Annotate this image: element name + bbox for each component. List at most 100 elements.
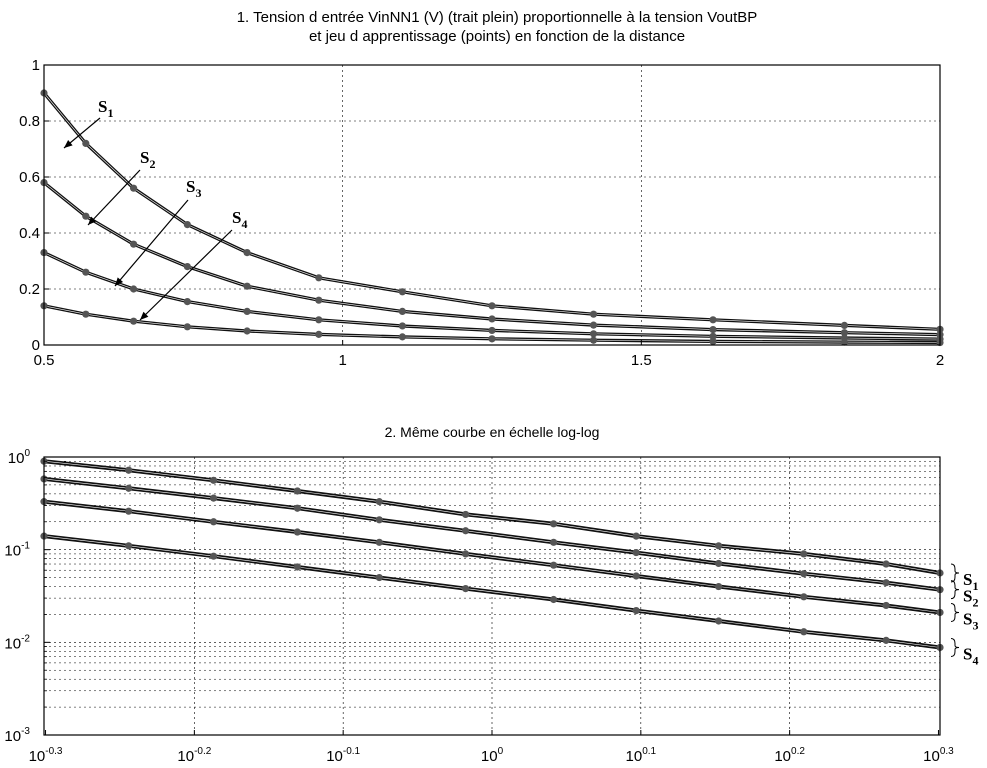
chart2-data-point — [125, 507, 133, 515]
chart1-data-point — [840, 338, 849, 346]
chart1-y-tick-label: 0.8 — [19, 113, 40, 130]
chart1-series — [40, 89, 944, 347]
chart2-data-point — [550, 520, 558, 528]
chart2-data-point — [715, 617, 723, 625]
chart1-data-point — [130, 184, 138, 192]
chart1-data-point — [130, 285, 138, 293]
chart2-series-line-highlight — [43, 501, 941, 613]
chart2-label-brace — [950, 602, 960, 622]
chart2-data-point — [550, 561, 558, 569]
chart1-y-tick-label: 0.6 — [19, 169, 40, 186]
chart1-grid — [44, 65, 940, 345]
chart1-data-point — [82, 212, 90, 220]
chart2-data-point — [632, 607, 640, 615]
chart1-series-line-highlight — [43, 252, 941, 340]
chart2-data-point — [375, 498, 383, 506]
chart2-data-point — [209, 476, 218, 484]
chart2-title: 2. Même courbe en échelle log-log — [385, 424, 600, 440]
chart2-data-point — [632, 572, 640, 580]
chart2-y-tick-label: 10-1 — [4, 541, 30, 560]
chart2-data-point — [209, 494, 218, 502]
chart1-data-point — [840, 329, 849, 337]
chart2-curve-label: S2 — [963, 587, 978, 610]
chart2-data-point — [882, 636, 890, 644]
chart2-data-point — [375, 573, 383, 582]
chart1-data-point — [315, 330, 323, 338]
chart1-data-point — [488, 302, 496, 310]
chart2-data-point — [632, 548, 640, 557]
chart1-y-tick-label: 0 — [32, 337, 40, 354]
chart1-ticks: 0.5 1 1.5 2 0 0.2 0.4 0.6 0.8 1 — [19, 57, 944, 369]
chart1-y-tick-label: 1 — [32, 57, 40, 74]
chart2-data-point — [715, 559, 723, 568]
chart1-x-tick-label: 1 — [338, 352, 346, 369]
chart2-data-point — [800, 593, 808, 601]
chart2-data-point — [800, 628, 808, 636]
chart2-data-point — [375, 538, 383, 546]
chart2-data-point — [462, 527, 470, 535]
chart1-label-arrowhead — [88, 216, 97, 225]
chart2-x-tick-label: 100.2 — [774, 746, 805, 765]
chart1-data-point — [243, 249, 251, 257]
chart1-title-line2: et jeu d apprentissage (points) en fonct… — [309, 28, 685, 45]
chart1-curve-label: S4 — [232, 208, 247, 231]
chart2-data-point — [715, 582, 723, 591]
chart2-x-tick-label: 100.1 — [626, 746, 657, 765]
chart1-data-point — [398, 322, 406, 330]
chart2-data-point — [550, 595, 558, 604]
chart1-x-tick-label: 0.5 — [34, 352, 55, 369]
chart1-curve-label: S3 — [186, 177, 201, 200]
chart2-data-point — [882, 601, 890, 610]
chart1-panel: 0.5 1 1.5 2 0 0.2 0.4 0.6 0.8 1 S1 S2 S3 S4 — [19, 57, 944, 369]
chart2-label-brace — [950, 580, 960, 600]
chart1-data-point — [398, 307, 406, 315]
chart2-data-point — [125, 466, 133, 474]
chart1-data-point — [243, 327, 251, 335]
chart2-x-tick-label: 100.3 — [923, 746, 954, 765]
chart1-axes-box — [43, 64, 941, 346]
chart1-data-point — [183, 221, 191, 229]
chart2-data-point — [125, 484, 133, 492]
chart2-x-tick-label: 10-0.2 — [177, 746, 211, 765]
chart1-curve-labels: S1 S2 S3 S4 — [63, 97, 247, 321]
chart1-data-point — [130, 317, 138, 325]
chart2-y-tick-label: 100 — [8, 448, 31, 467]
chart1-data-point — [488, 326, 496, 335]
chart2-ticks: 10-3 10-2 10-1 100 10-0.3 10-0.2 10-0.1 100 100.… — [4, 448, 954, 765]
chart1-label-arrowhead — [140, 311, 149, 320]
chart1-data-point — [709, 316, 717, 324]
chart2-y-tick-label: 10-3 — [4, 726, 30, 745]
chart2-series-line-highlight — [43, 478, 941, 590]
chart1-data-point — [243, 282, 251, 290]
chart1-series-line-s2 — [42, 181, 941, 337]
chart2-data-point — [293, 504, 301, 512]
chart2-panel: 10-3 10-2 10-1 100 10-0.3 10-0.2 10-0.1 100 100.… — [4, 448, 978, 765]
chart1-series-line-highlight — [43, 182, 941, 335]
chart2-data-point — [882, 560, 890, 568]
chart2-series-line-highlight — [43, 535, 941, 648]
chart2-data-point — [462, 585, 470, 593]
chart2-data-point — [715, 542, 723, 550]
chart2-data-point — [293, 487, 301, 495]
chart2-data-point — [293, 528, 301, 536]
chart2-x-tick-label: 10-0.3 — [29, 746, 63, 765]
chart1-data-point — [183, 298, 191, 306]
chart1-data-point — [82, 139, 90, 147]
chart1-data-point — [398, 288, 406, 296]
chart1-data-point — [82, 268, 90, 276]
chart1-data-point — [589, 310, 598, 318]
chart2-data-point — [550, 538, 558, 546]
chart2-data-point — [632, 532, 640, 540]
chart1-y-tick-label: 0.2 — [19, 281, 40, 298]
chart2-data-point — [462, 510, 470, 519]
chart1-data-point — [315, 274, 323, 282]
chart1-label-arrowhead — [64, 140, 73, 148]
chart1-data-point — [488, 335, 496, 343]
chart2-x-tick-label: 100 — [481, 746, 504, 765]
chart2-x-tick-label: 10-0.1 — [326, 746, 360, 765]
chart2-data-point — [882, 579, 890, 587]
chart1-curve-label: S2 — [140, 148, 155, 171]
chart1-series-line-highlight — [43, 305, 941, 343]
chart1-data-point — [488, 315, 496, 323]
chart2-series-line-highlight — [43, 460, 941, 574]
